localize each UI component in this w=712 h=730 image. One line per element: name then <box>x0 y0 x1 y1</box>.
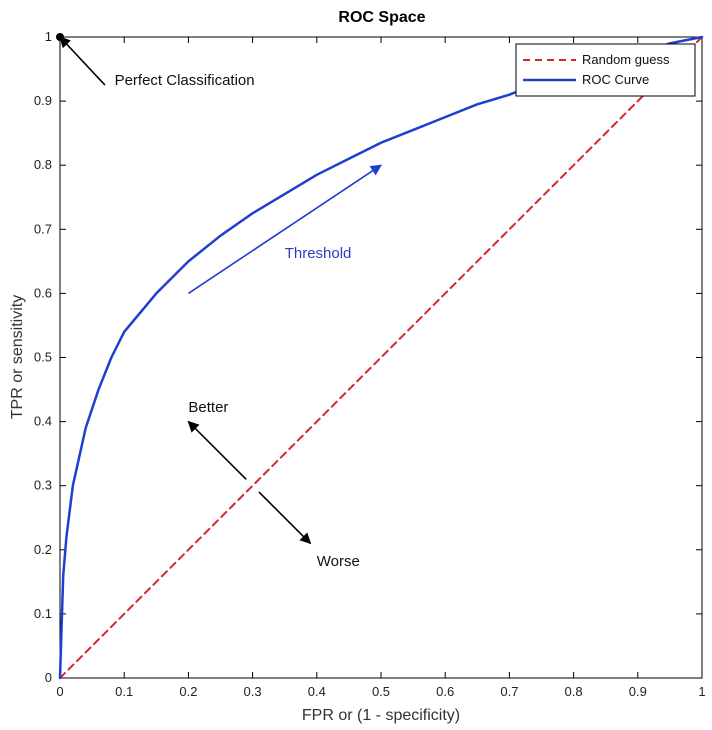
x-tick-label: 0.3 <box>244 684 262 699</box>
x-tick-label: 0.7 <box>500 684 518 699</box>
annotation-worse: Worse <box>317 553 360 570</box>
y-tick-label: 0.1 <box>34 606 52 621</box>
x-tick-label: 0.4 <box>308 684 326 699</box>
y-tick-label: 0 <box>45 670 52 685</box>
x-tick-label: 0.2 <box>179 684 197 699</box>
y-tick-label: 0.9 <box>34 93 52 108</box>
x-axis-ticks: 0 0.1 0.2 0.3 0.4 0.5 0.6 0.7 0.8 0.9 1 <box>56 37 706 699</box>
x-tick-label: 0.9 <box>629 684 647 699</box>
y-tick-label: 0.4 <box>34 414 52 429</box>
annotation-layer: Perfect Classification Threshold Better Wor… <box>59 36 382 570</box>
series-random-guess-line <box>59 36 703 679</box>
y-tick-label: 0.7 <box>34 221 52 236</box>
x-tick-label: 0.6 <box>436 684 454 699</box>
annotation-arrow-perfect-classification <box>59 36 106 86</box>
annotation-better: Better <box>188 399 228 416</box>
y-tick-label: 0.2 <box>34 542 52 557</box>
x-tick-label: 1 <box>698 684 705 699</box>
y-tick-label: 0.3 <box>34 478 52 493</box>
annotation-arrow-threshold <box>187 164 382 295</box>
x-tick-label: 0.8 <box>565 684 583 699</box>
annotation-arrow-worse <box>258 491 312 545</box>
y-tick-label: 1 <box>45 29 52 44</box>
annotation-arrow-better <box>187 420 247 480</box>
y-tick-label: 0.8 <box>34 157 52 172</box>
y-axis-ticks: 0 0.1 0.2 0.3 0.4 0.5 0.6 0.7 0.8 0.9 1 <box>34 29 702 685</box>
legend-label-random-guess: Random guess <box>582 52 670 67</box>
x-axis-label: FPR or (1 - specificity) <box>302 707 460 724</box>
y-tick-label: 0.6 <box>34 285 52 300</box>
legend-box <box>515 43 696 97</box>
x-tick-label: 0 <box>56 684 63 699</box>
legend-label-roc-curve: ROC Curve <box>582 72 649 87</box>
annotation-perfect-classification: Perfect Classification <box>115 72 255 89</box>
y-tick-label: 0.5 <box>34 350 52 365</box>
legend: Random guess ROC Curve <box>515 43 696 97</box>
x-tick-label: 0.1 <box>115 684 133 699</box>
series-layer <box>56 33 704 680</box>
annotation-threshold: Threshold <box>285 245 352 262</box>
chart-title: ROC Space <box>338 9 425 26</box>
x-tick-label: 0.5 <box>372 684 390 699</box>
y-axis-label: TPR or sensitivity <box>9 295 26 419</box>
